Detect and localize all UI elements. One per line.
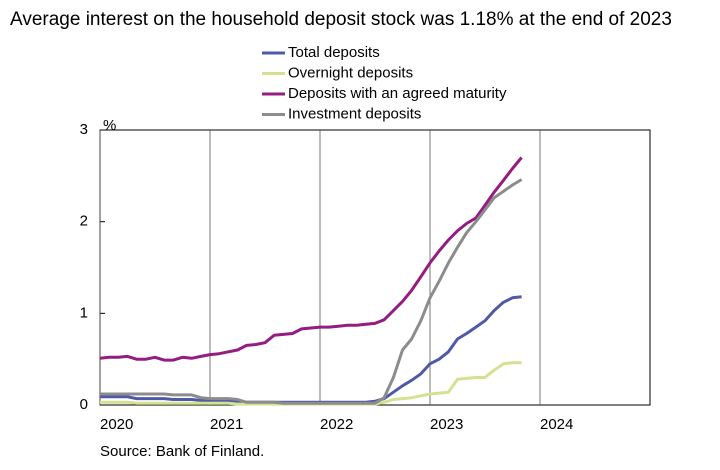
legend-label: Deposits with an agreed maturity [288, 85, 507, 102]
plot-frame [99, 129, 651, 406]
chart-title: Average interest on the household deposi… [10, 9, 672, 30]
legend-label: Overnight deposits [288, 64, 413, 81]
x-tick-label: 2021 [210, 416, 243, 433]
series-line [99, 156, 523, 362]
y-tick-label: 1 [80, 304, 88, 321]
x-tick-label: 2024 [540, 416, 573, 433]
x-tick-label: 2022 [320, 416, 353, 433]
y-tick-label: 0 [80, 396, 88, 413]
series-line [100, 178, 523, 405]
legend-label: Investment deposits [288, 105, 421, 122]
legend-label: Total deposits [288, 44, 380, 61]
series-line [100, 295, 522, 404]
source: Source: Bank of Finland. [100, 443, 264, 460]
x-tick-label: 2023 [430, 416, 463, 433]
y-tick-label: 3 [80, 121, 88, 138]
y-tick-label: 2 [80, 213, 88, 230]
y-unit: % [103, 117, 116, 134]
x-tick-label: 2020 [100, 416, 133, 433]
